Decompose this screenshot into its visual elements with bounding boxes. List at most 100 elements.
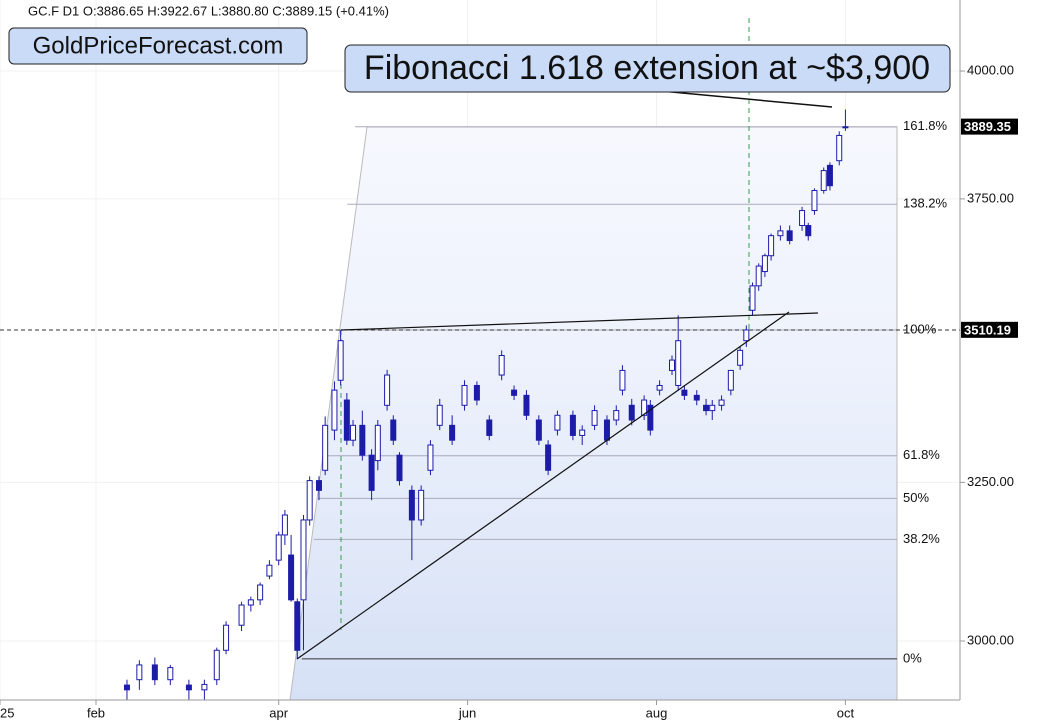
candle-body	[275, 534, 282, 561]
price-tag-label: 3889.35	[964, 119, 1011, 134]
candles	[123, 109, 849, 700]
candle-body	[343, 399, 350, 441]
callout-text: Fibonacci 1.618 extension at ~$3,900	[364, 49, 930, 87]
candle-body	[498, 355, 505, 376]
candle-body	[288, 554, 295, 601]
fib-levels: 161.8% 138.2% 100% 61.8% 50% 38.2% 0%	[301, 118, 948, 665]
candle-body	[486, 419, 493, 436]
candle-body	[223, 624, 230, 651]
brand: GoldPriceForecast.com	[33, 32, 284, 59]
y-tick-label: 3000.00	[967, 632, 1014, 647]
candle-body	[396, 454, 403, 482]
candle-body	[257, 584, 264, 601]
candle-body	[123, 684, 130, 691]
candle-body	[669, 359, 675, 371]
y-tick-label: 3750.00	[967, 190, 1014, 205]
candle-body	[554, 414, 561, 431]
candle-body	[569, 414, 576, 436]
fib-label: 138.2%	[903, 196, 948, 211]
candle-body	[613, 410, 620, 421]
candle-body	[523, 394, 530, 416]
y-tick-label: 4000.00	[967, 62, 1014, 77]
candle-body	[603, 419, 610, 441]
candle-body	[619, 369, 626, 391]
y-tick-label: 3250.00	[967, 474, 1014, 489]
candle-body	[306, 480, 313, 521]
candle-body	[718, 399, 725, 406]
candle-body	[641, 399, 648, 416]
price-tag	[961, 118, 1018, 135]
candle-body	[681, 389, 688, 396]
candle-body	[315, 480, 322, 491]
fib-label: 38.2%	[903, 531, 940, 546]
candle-body	[786, 230, 793, 242]
candle-body	[511, 389, 518, 396]
candle-body	[461, 384, 468, 406]
candle-body	[436, 404, 443, 426]
trend-line	[296, 311, 790, 660]
candle-body	[709, 404, 716, 412]
x-tick-label: apr	[269, 705, 288, 720]
candle-body	[337, 340, 344, 381]
callout-pointer	[649, 89, 833, 108]
candle-body	[151, 664, 158, 681]
candle-body	[427, 444, 434, 471]
candle-body	[628, 404, 635, 421]
candle-body	[294, 601, 301, 651]
callout-box	[344, 44, 951, 93]
candle-body	[238, 604, 245, 626]
candle-body	[842, 126, 849, 129]
candle-body	[656, 384, 663, 391]
candle-body	[727, 369, 734, 391]
candle-body	[820, 170, 827, 191]
candle-body	[836, 134, 843, 162]
candle-body	[247, 599, 254, 606]
fib-label: 161.8%	[903, 118, 948, 133]
candle-body	[799, 210, 806, 226]
candle-body	[449, 424, 456, 441]
fib-label: 100%	[903, 321, 937, 336]
brand-box	[8, 27, 308, 65]
candle-body	[185, 684, 192, 691]
candle-body	[136, 664, 143, 681]
fib-label: 0%	[903, 650, 922, 665]
candle-body	[281, 514, 288, 536]
candle-body	[390, 419, 397, 441]
x-tick-label: jun	[458, 705, 476, 720]
candle-body	[737, 349, 744, 366]
x-tick-label: aug	[646, 705, 668, 720]
candle-body	[350, 424, 357, 441]
fib-label: 50%	[903, 490, 929, 505]
candle-body	[743, 329, 750, 342]
candle-body	[368, 454, 375, 491]
price-tag	[961, 321, 1018, 338]
candle-body	[579, 429, 586, 436]
candle-body	[408, 489, 415, 521]
x-tick-label: feb	[87, 705, 105, 720]
candle-body	[322, 424, 329, 471]
candle-body	[703, 404, 710, 412]
candle-body	[331, 389, 338, 431]
candle-body	[384, 374, 391, 406]
candle-body	[749, 285, 756, 311]
candle-body	[647, 404, 654, 431]
candle-body	[213, 649, 220, 681]
candle-body	[473, 384, 480, 401]
candle-body	[777, 230, 784, 237]
candle-body	[545, 444, 552, 471]
candle-body	[418, 489, 425, 521]
candle-body	[693, 394, 700, 401]
x-tick-label: oct	[837, 705, 855, 720]
candle-body	[374, 424, 381, 462]
candle-body	[201, 683, 208, 691]
candle-body	[359, 424, 366, 456]
candle-body	[768, 235, 775, 257]
price-tag-label: 3510.19	[964, 322, 1011, 337]
candle-body	[300, 519, 307, 601]
fib-label: 61.8%	[903, 447, 940, 462]
candle-body	[591, 410, 598, 426]
candle-body	[805, 224, 812, 237]
trend-line	[340, 312, 819, 331]
axes: 3000.00 3250.00 3750.00 4000.00 2025 feb apr ju…	[0, 62, 1018, 720]
